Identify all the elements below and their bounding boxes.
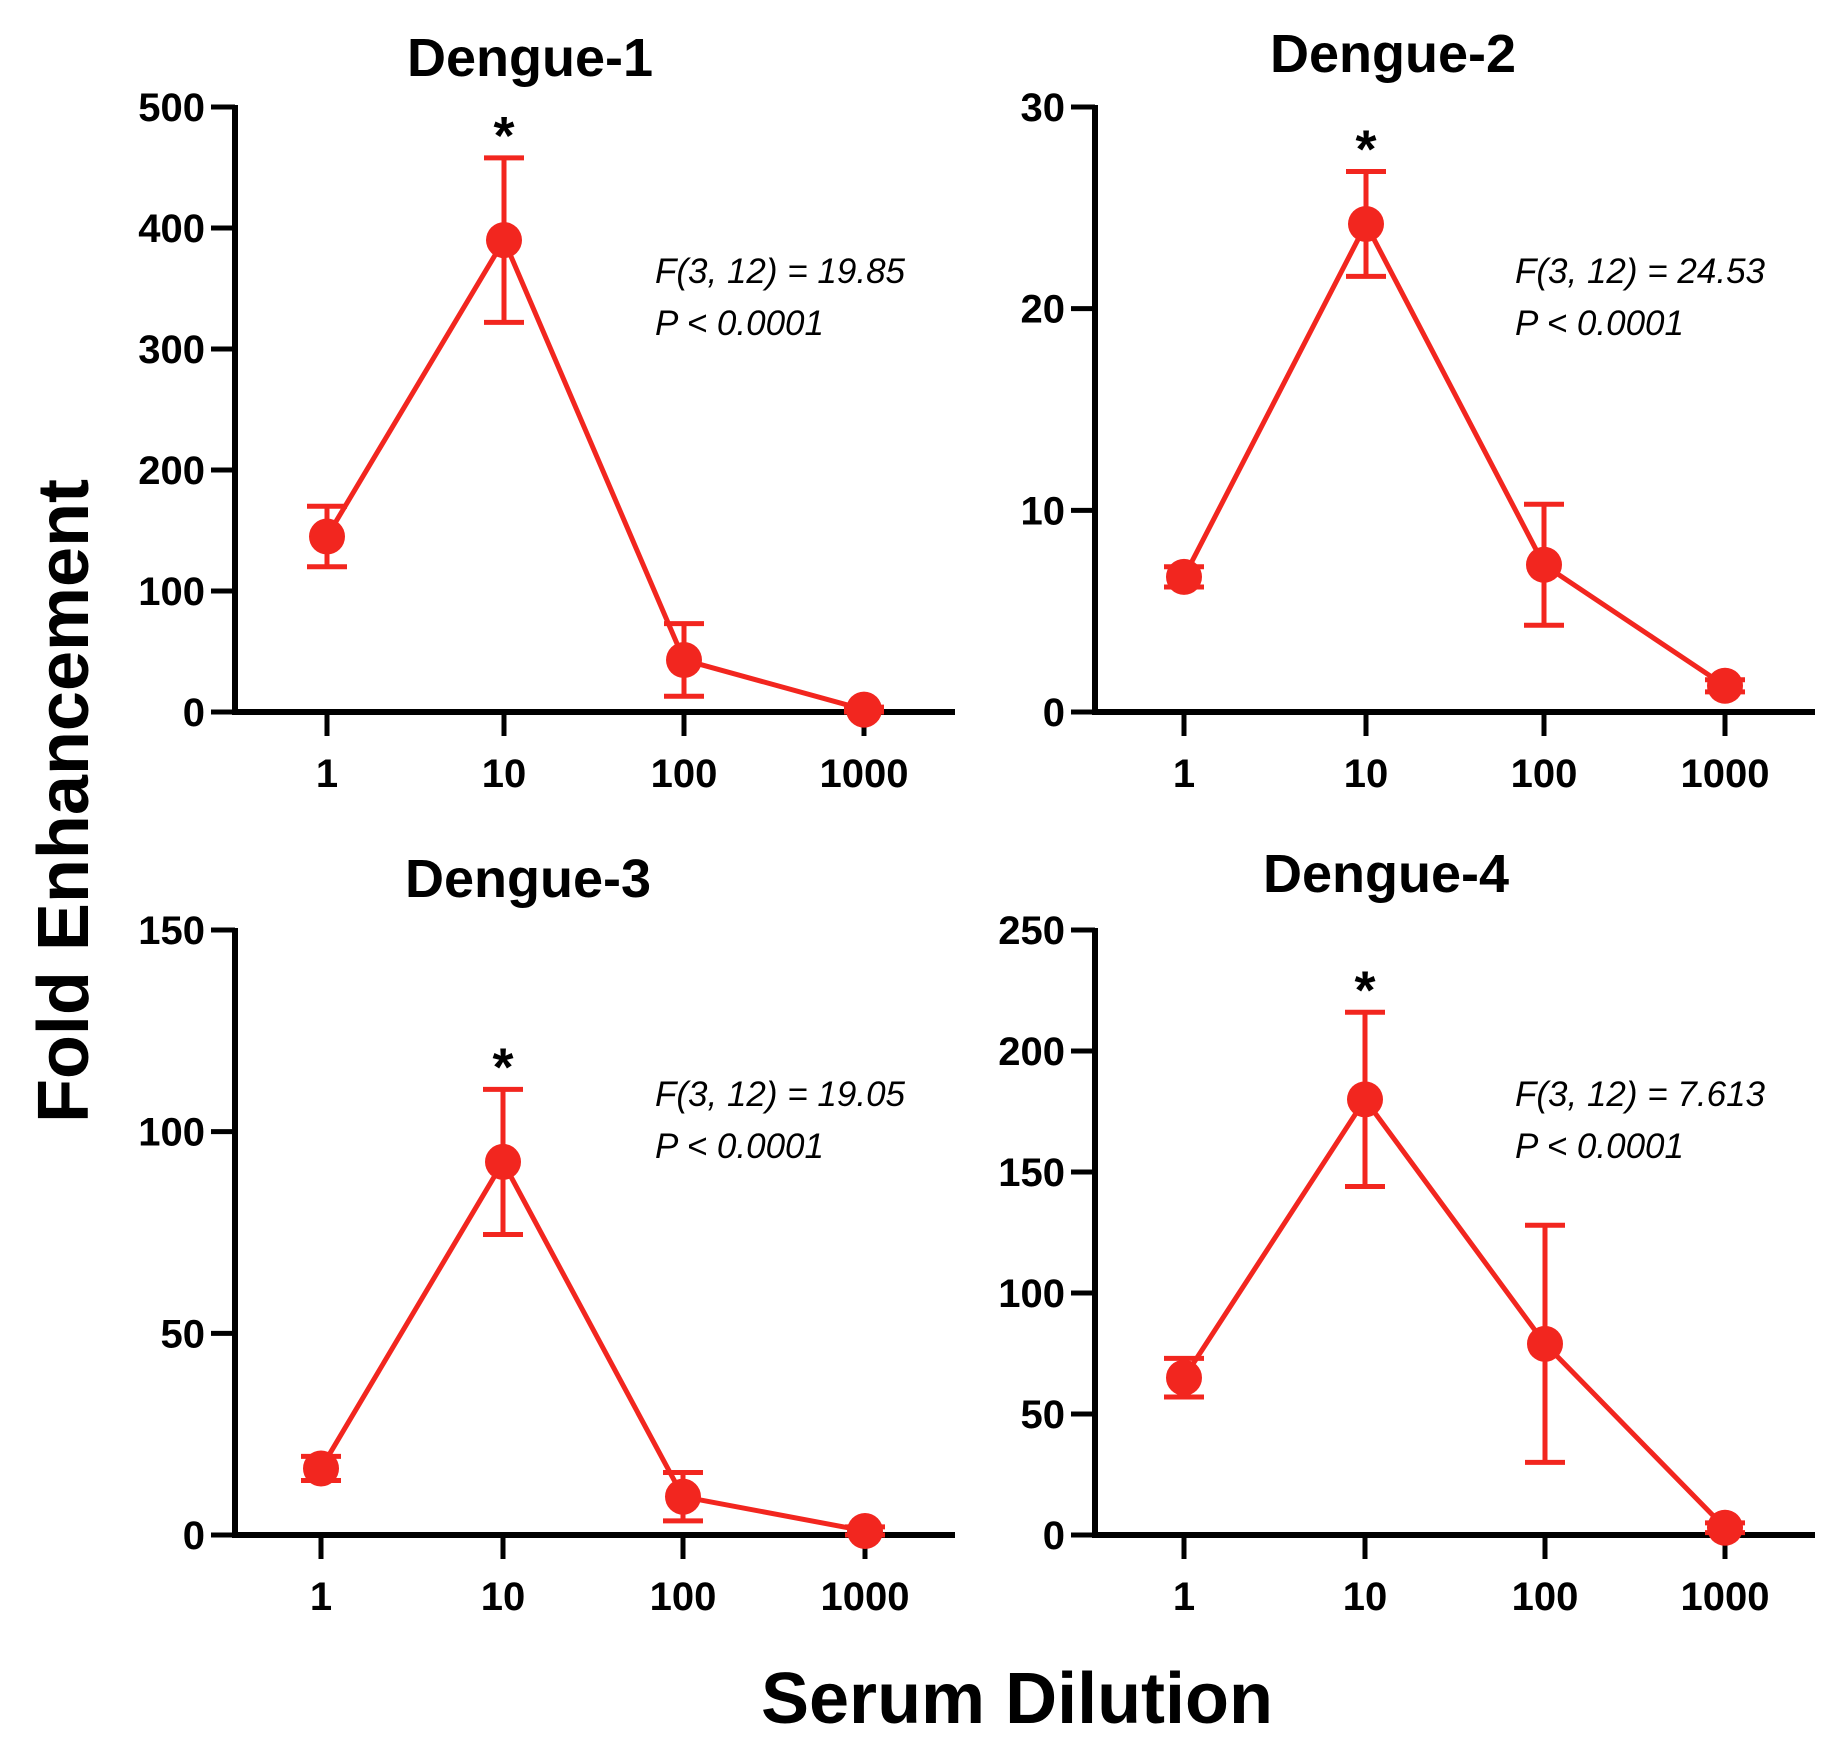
data-point (485, 1143, 521, 1180)
chart-title: Dengue-1 (407, 28, 653, 88)
anova-statistic: F(3, 12) = 19.85 (655, 252, 906, 291)
y-tick-label: 100 (138, 1111, 205, 1155)
chart-panel-4: Dengue-4 0 50 100 150 200 250 1 10 100 1000 * F(3, 1… (998, 844, 1815, 1619)
chart-panel-2: Dengue-2 0 10 20 30 1 10 100 1000 * F(3, 12) = 24.… (1021, 24, 1815, 796)
data-point (666, 641, 702, 678)
x-axis-title: Serum Dilution (761, 1659, 1273, 1739)
chart-title: Dengue-3 (405, 849, 651, 909)
y-tick-label: 0 (1043, 691, 1065, 735)
chart-panel-3: Dengue-3 0 50 100 150 1 10 100 1000 * F(3, 12) = 1… (138, 849, 955, 1619)
data-point (1348, 205, 1384, 242)
x-tick-label: 1 (1173, 752, 1195, 796)
x-tick-label: 10 (1344, 752, 1389, 796)
chart-title: Dengue-4 (1263, 844, 1509, 904)
y-tick-label: 200 (998, 1030, 1065, 1074)
y-tick-label: 300 (138, 328, 205, 372)
x-tick-label: 100 (651, 752, 718, 796)
y-tick-label: 20 (1021, 288, 1066, 332)
significance-marker: * (1355, 120, 1376, 180)
y-tick-label: 50 (1021, 1393, 1066, 1437)
x-tick-label: 100 (1511, 752, 1578, 796)
p-value: P < 0.0001 (655, 304, 824, 343)
y-tick-label: 500 (138, 86, 205, 130)
significance-marker: * (493, 106, 514, 166)
data-point (1166, 558, 1202, 595)
y-tick-label: 50 (161, 1312, 206, 1356)
x-tick-label: 10 (482, 752, 527, 796)
x-tick-label: 100 (1512, 1575, 1579, 1619)
x-tick-label: 1000 (1681, 752, 1770, 796)
significance-marker: * (1354, 960, 1375, 1020)
anova-statistic: F(3, 12) = 24.53 (1515, 252, 1766, 291)
data-point (846, 691, 882, 728)
y-tick-label: 0 (183, 1514, 205, 1558)
data-point (665, 1478, 701, 1515)
y-axis-title: Fold Enhancement (24, 479, 104, 1123)
anova-statistic: F(3, 12) = 7.613 (1515, 1075, 1766, 1114)
data-point (847, 1512, 883, 1549)
chart-title: Dengue-2 (1270, 24, 1516, 84)
data-point (303, 1450, 339, 1487)
series-line (318, 1159, 866, 1534)
data-point (1347, 1081, 1383, 1118)
y-tick-label: 10 (1021, 489, 1066, 533)
x-tick-label: 100 (650, 1575, 717, 1619)
x-tick-label: 10 (1343, 1575, 1388, 1619)
data-point (486, 222, 522, 259)
series-line (324, 237, 865, 712)
data-point (1527, 1325, 1563, 1362)
x-tick-label: 1000 (1681, 1575, 1770, 1619)
p-value: P < 0.0001 (1515, 1127, 1684, 1166)
p-value: P < 0.0001 (1515, 304, 1684, 343)
p-value: P < 0.0001 (655, 1127, 824, 1166)
y-tick-label: 400 (138, 207, 205, 251)
data-point (1707, 667, 1743, 704)
y-tick-label: 150 (138, 909, 205, 953)
y-tick-label: 0 (1043, 1514, 1065, 1558)
y-tick-label: 150 (998, 1151, 1065, 1195)
data-point (1526, 546, 1562, 583)
x-tick-label: 1 (316, 752, 338, 796)
x-tick-label: 1000 (820, 752, 909, 796)
x-tick-label: 1 (1173, 1575, 1195, 1619)
significance-marker: * (492, 1037, 513, 1097)
x-tick-label: 1000 (821, 1575, 910, 1619)
x-tick-label: 10 (481, 1575, 526, 1619)
x-tick-label: 1 (310, 1575, 332, 1619)
series-line (1181, 1096, 1727, 1530)
chart-panel-1: Dengue-1 0 100 200 300 400 500 1 10 100 1000 * F(3, … (138, 28, 955, 796)
data-point (1707, 1509, 1743, 1546)
series-line (1181, 221, 1727, 688)
anova-statistic: F(3, 12) = 19.05 (655, 1075, 906, 1114)
y-tick-label: 100 (138, 570, 205, 614)
y-tick-label: 250 (998, 909, 1065, 953)
y-tick-label: 100 (998, 1272, 1065, 1316)
y-tick-label: 0 (183, 691, 205, 735)
data-point (1166, 1359, 1202, 1396)
y-tick-label: 30 (1021, 86, 1066, 130)
y-tick-label: 200 (138, 449, 205, 493)
data-point (309, 518, 345, 555)
